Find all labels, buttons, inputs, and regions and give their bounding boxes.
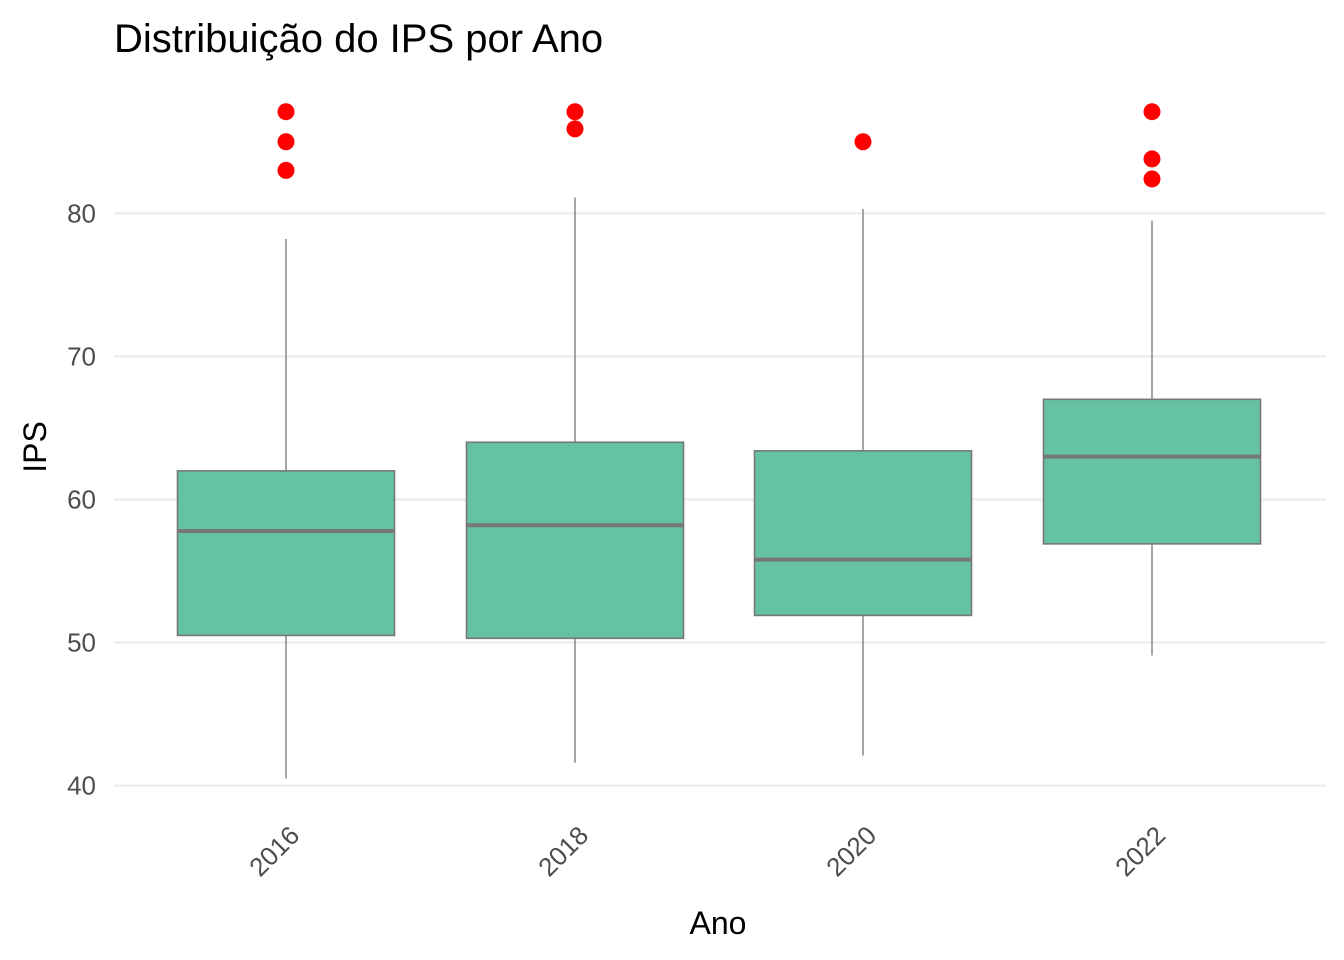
outlier-point — [566, 103, 584, 121]
y-tick-label-70: 70 — [67, 341, 96, 371]
outlier-point — [1143, 103, 1161, 121]
x-tick-label-2020: 2020 — [820, 820, 882, 882]
y-tick-label-60: 60 — [67, 485, 96, 515]
outlier-point — [1143, 170, 1161, 188]
iqr-box — [1042, 398, 1262, 545]
x-axis-title: Ano — [690, 905, 747, 941]
outlier-point — [277, 133, 295, 151]
iqr-box — [465, 441, 685, 640]
y-axis-ticks: 40 50 60 70 80 — [67, 198, 96, 800]
outlier-point — [1143, 150, 1161, 168]
outlier-point — [277, 103, 295, 121]
x-tick-label-2018: 2018 — [532, 820, 594, 882]
y-tick-label-50: 50 — [67, 628, 96, 658]
outlier-point — [566, 120, 584, 138]
y-tick-label-80: 80 — [67, 198, 96, 228]
box-2016 — [176, 103, 396, 779]
box-2020 — [753, 133, 973, 756]
x-axis-ticks: 2016 2018 2020 2022 — [243, 820, 1171, 882]
y-tick-label-40: 40 — [67, 771, 96, 801]
box-2022 — [1042, 103, 1262, 656]
x-tick-label-2016: 2016 — [243, 820, 305, 882]
chart-title: Distribuição do IPS por Ano — [114, 17, 603, 61]
outlier-point — [854, 133, 872, 151]
x-tick-label-2022: 2022 — [1109, 820, 1171, 882]
box-2018 — [465, 103, 685, 763]
iqr-box — [753, 450, 973, 617]
outlier-point — [277, 161, 295, 179]
boxes — [176, 103, 1262, 779]
y-axis-title: IPS — [17, 421, 53, 473]
iqr-box — [176, 470, 396, 637]
